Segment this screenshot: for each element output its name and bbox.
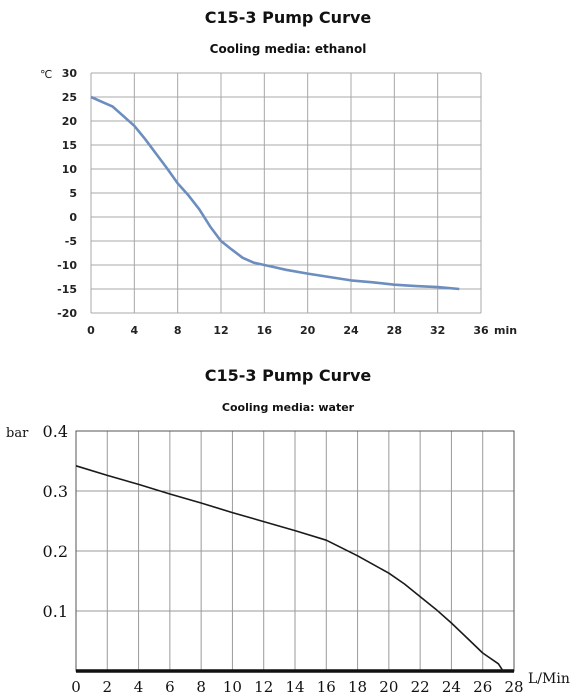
chart1-y-tick-label: 20: [62, 115, 78, 128]
chart1-x-tick-label: 4: [131, 324, 139, 337]
chart1-y-tick-label: 10: [62, 163, 78, 176]
chart1-x-tick-label: 8: [174, 324, 182, 337]
chart2-x-tick-label: 14: [285, 678, 304, 696]
chart2-x-tick-label: 24: [442, 678, 461, 696]
chart1-x-tick-label: 32: [430, 324, 445, 337]
chart2-x-tick-label: 26: [473, 678, 492, 696]
chart2-y-axis-label: bar: [6, 426, 29, 441]
chart2-x-tick-label: 10: [223, 678, 242, 696]
chart1-x-tick-label: 24: [343, 324, 359, 337]
chart2-y-tick-label: 0.4: [43, 422, 68, 441]
chart2-x-tick-label: 6: [165, 678, 175, 696]
chart2-subtitle: Cooling media: water: [221, 401, 355, 414]
chart1-y-tick-label: 15: [62, 139, 77, 152]
chart1-y-tick-label: 5: [69, 187, 77, 200]
chart2-x-tick-label: 20: [379, 678, 398, 696]
chart1-y-tick-label: -15: [57, 283, 77, 296]
chart2-x-tick-label: 22: [411, 678, 430, 696]
ethanol-temperature-chart: 30 25 20 15 10 5 0 -5 -10 -15 -20 0 4 8 12 16 20 24 28 32 36…: [40, 67, 517, 337]
chart1-x-tick-label: 12: [213, 324, 228, 337]
chart2-y-tick-label: 0.3: [43, 482, 68, 501]
chart2-y-tick-label: 0.2: [43, 542, 68, 561]
chart2-y-tick-label: 0.1: [43, 602, 68, 621]
chart1-title: C15-3 Pump Curve: [204, 8, 372, 27]
chart1-x-tick-label: 0: [87, 324, 95, 337]
chart2-title: C15-3 Pump Curve: [204, 366, 372, 385]
chart1-subtitle: Cooling media: ethanol: [209, 42, 367, 56]
chart1-y-tick-label: -20: [57, 307, 77, 320]
chart2-x-axis-label: L/Min: [528, 671, 570, 687]
chart1-x-axis-label: min: [494, 324, 517, 337]
chart2-series-line: [75, 465, 504, 672]
chart1-y-tick-label: -5: [65, 235, 77, 248]
chart2-x-tick-label: 2: [103, 678, 113, 696]
chart1-x-tick-label: 36: [473, 324, 489, 337]
chart2-x-tick-label: 16: [317, 678, 336, 696]
chart1-y-axis-label: ℃: [40, 68, 52, 81]
chart2-x-tick-label: 18: [348, 678, 367, 696]
chart2-x-tick-label: 0: [71, 678, 81, 696]
chart2-x-tick-label: 12: [254, 678, 273, 696]
chart1-x-tick-label: 28: [387, 324, 402, 337]
chart1-x-tick-label: 20: [300, 324, 316, 337]
chart1-series-line: [90, 95, 460, 291]
chart2-x-tick-label: 4: [134, 678, 144, 696]
chart1-y-tick-label: 30: [62, 67, 78, 80]
chart2-x-tick-label: 8: [196, 678, 206, 696]
chart1-y-tick-label: 25: [62, 91, 77, 104]
chart1-y-tick-label: -10: [57, 259, 77, 272]
chart1-x-tick-label: 16: [257, 324, 273, 337]
chart1-y-tick-label: 0: [69, 211, 77, 224]
chart2-x-tick-label: 28: [504, 678, 523, 696]
